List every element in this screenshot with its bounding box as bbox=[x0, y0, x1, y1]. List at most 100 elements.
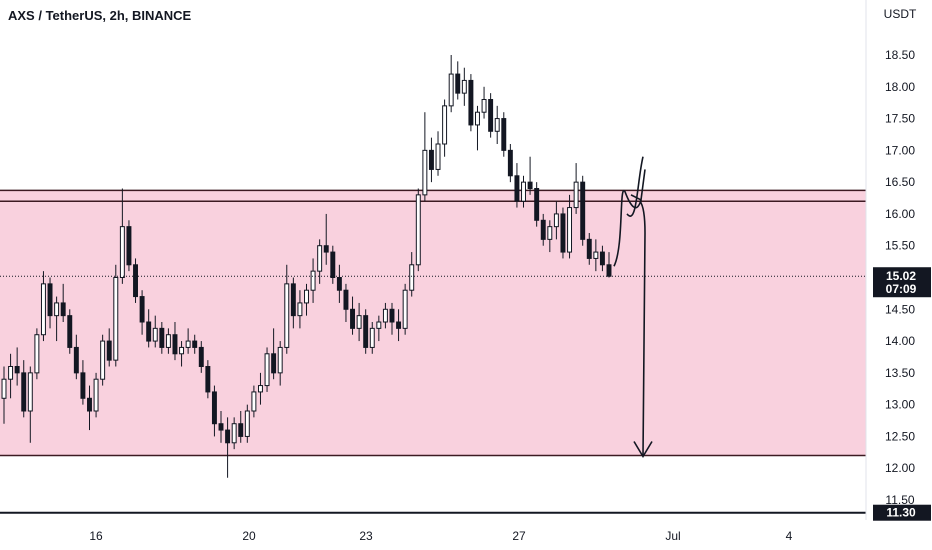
candle bbox=[363, 309, 369, 354]
candle bbox=[350, 296, 356, 335]
candle bbox=[475, 105, 480, 151]
candle-body-up bbox=[119, 226, 125, 278]
candle-body-up bbox=[415, 194, 421, 266]
chart-title: AXS / TetherUS, 2h, BINANCE bbox=[8, 8, 192, 23]
candle-body-up bbox=[8, 366, 14, 380]
candle bbox=[100, 334, 106, 386]
candle-body-up bbox=[284, 283, 290, 348]
candle bbox=[356, 302, 362, 342]
candle-body-up bbox=[179, 346, 185, 355]
candle-body-down bbox=[396, 321, 402, 329]
y-tick-label: 12.00 bbox=[885, 461, 915, 475]
candle-body-down bbox=[14, 366, 20, 374]
candle bbox=[251, 385, 257, 418]
candle-body-up bbox=[34, 334, 40, 374]
x-tick-label: Jul bbox=[665, 529, 680, 543]
candle bbox=[119, 188, 125, 284]
candle bbox=[146, 309, 152, 348]
candle bbox=[126, 220, 132, 272]
candle-body-up bbox=[113, 277, 119, 361]
candle-body-down bbox=[139, 296, 145, 323]
x-tick-label: 16 bbox=[89, 529, 103, 543]
candle-body-down bbox=[60, 302, 66, 317]
candle-body-up bbox=[422, 149, 428, 196]
candle-body-down bbox=[205, 366, 211, 393]
y-tick-label: 14.00 bbox=[885, 334, 915, 348]
candle-body-down bbox=[67, 315, 73, 348]
last-price-value: 15.02 bbox=[886, 269, 916, 283]
candle bbox=[323, 213, 329, 265]
candle-body-up bbox=[356, 315, 362, 329]
candle-body-down bbox=[350, 308, 356, 329]
candle-body-up bbox=[93, 378, 99, 412]
annotation-layer bbox=[0, 156, 866, 459]
candle bbox=[580, 175, 586, 246]
y-tick-label: 13.50 bbox=[885, 366, 915, 380]
candle-body-down bbox=[534, 188, 540, 221]
candle-body-up bbox=[461, 79, 467, 94]
y-tick-label: 13.00 bbox=[885, 398, 915, 412]
candle bbox=[573, 163, 579, 214]
candle bbox=[369, 322, 375, 354]
candle bbox=[34, 328, 40, 380]
candle-body-up bbox=[409, 264, 415, 291]
candle-body-down bbox=[599, 251, 605, 266]
candle-body-up bbox=[481, 99, 487, 113]
candle bbox=[133, 258, 138, 303]
candle-layer bbox=[1, 55, 612, 478]
candle bbox=[567, 194, 573, 259]
candle bbox=[139, 290, 145, 335]
candle-body-down bbox=[21, 372, 27, 412]
x-tick-label: 27 bbox=[512, 529, 526, 543]
candle-body-up bbox=[277, 346, 283, 374]
candle bbox=[165, 328, 171, 354]
candle-body-up bbox=[27, 372, 33, 412]
candle-body-down bbox=[211, 391, 217, 425]
candle bbox=[336, 264, 342, 303]
candle bbox=[172, 322, 178, 361]
candle bbox=[317, 239, 323, 284]
low-price-tag bbox=[873, 504, 931, 521]
low-price-value: 11.30 bbox=[886, 506, 916, 520]
candle bbox=[40, 271, 46, 342]
candle-body-up bbox=[521, 181, 526, 202]
candle-body-down bbox=[580, 181, 586, 240]
countdown-label: 07:09 bbox=[886, 282, 917, 296]
candle bbox=[494, 105, 500, 144]
candle-body-up bbox=[442, 105, 448, 145]
candle bbox=[238, 411, 244, 443]
candle-body-down bbox=[126, 226, 132, 266]
axis-layer: USDT 11.50 12.00 12.50 13.00 13.50 14.00 14.50 1… bbox=[89, 0, 931, 543]
candle-body-up bbox=[567, 207, 573, 253]
candle bbox=[396, 309, 402, 342]
candle-body-down bbox=[218, 423, 224, 431]
candle-body-up bbox=[185, 340, 191, 348]
candle-body-down bbox=[133, 264, 138, 298]
candle-body-down bbox=[363, 315, 369, 348]
candle bbox=[547, 220, 553, 253]
y-tick-label: 16.50 bbox=[885, 175, 915, 189]
candle bbox=[534, 182, 540, 227]
candle bbox=[402, 283, 408, 335]
candle bbox=[507, 144, 513, 183]
candle-body-down bbox=[468, 79, 474, 126]
x-tick-label: 23 bbox=[359, 529, 373, 543]
y-tick-label: 17.50 bbox=[885, 112, 915, 126]
candle bbox=[271, 328, 277, 380]
candle-body-up bbox=[297, 302, 303, 317]
candle-body-up bbox=[152, 327, 158, 342]
candle-body-up bbox=[402, 289, 408, 329]
candle bbox=[586, 233, 592, 265]
last-price-tag bbox=[873, 267, 931, 298]
candle-body-down bbox=[389, 308, 395, 323]
candle bbox=[599, 245, 605, 272]
candle bbox=[297, 290, 303, 329]
candle-body-down bbox=[271, 353, 277, 374]
candle-body-up bbox=[448, 73, 454, 107]
candle bbox=[1, 366, 7, 424]
candle-body-down bbox=[488, 99, 494, 132]
candle-body-down bbox=[323, 245, 329, 253]
candle-body-down bbox=[606, 264, 612, 277]
candle bbox=[93, 372, 99, 418]
